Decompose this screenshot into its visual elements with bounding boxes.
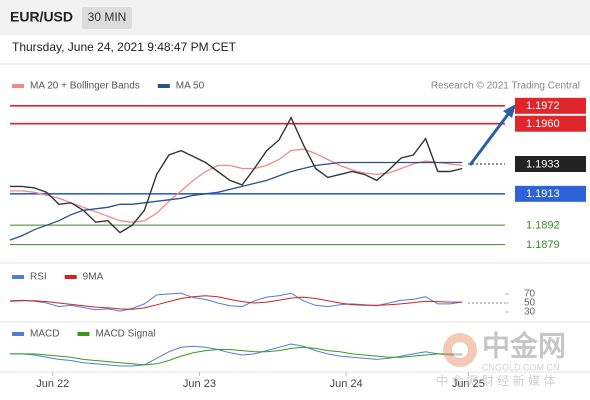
timeframe: 30 MIN xyxy=(88,10,127,24)
legend-label: MA 50 xyxy=(176,81,205,92)
symbol: EUR/USD xyxy=(10,9,73,25)
legend-swatch xyxy=(77,332,90,336)
level-label-box xyxy=(515,185,586,202)
legend-swatch xyxy=(12,275,24,279)
legend-label: RSI xyxy=(30,272,47,283)
level-label: 1.1972 xyxy=(526,100,560,112)
price-line xyxy=(10,116,463,234)
x-tick-label: Jun 22 xyxy=(36,378,69,390)
y-tick-label: 50 xyxy=(524,298,536,309)
y-tick-label: 70 xyxy=(524,289,536,300)
level-label-box xyxy=(515,97,586,114)
series-line xyxy=(10,148,463,223)
x-tick-label: Jun 24 xyxy=(330,378,363,390)
legend-label: 9MA xyxy=(83,272,104,283)
source: Research © 2021 Trading Central xyxy=(431,81,580,92)
watermark-logo-icon xyxy=(452,342,468,358)
level-label-box xyxy=(515,115,586,132)
watermark-tagline: 中 金 网 财 经 新 媒 体 xyxy=(436,373,555,388)
forecast-arrow xyxy=(468,112,511,166)
legend-swatch xyxy=(12,84,24,88)
series-line xyxy=(10,343,463,367)
watermark: 中金网 CNGOLD.COM.CN 中 金 网 财 经 新 媒 体 xyxy=(436,329,566,388)
legend-label: MACD xyxy=(30,329,59,340)
legend-swatch xyxy=(64,275,77,279)
watermark-url: CNGOLD.COM.CN xyxy=(482,362,560,372)
arrow-head xyxy=(503,104,516,118)
series-line xyxy=(9,161,463,241)
legend-label: MACD Signal xyxy=(95,329,155,340)
level-label: 1.1879 xyxy=(526,239,560,251)
series-line xyxy=(9,292,463,312)
y-tick-label: 30 xyxy=(524,307,536,318)
x-tick-label: Jun 25 xyxy=(452,378,485,390)
legend-swatch xyxy=(157,84,170,88)
timeframe-badge xyxy=(82,7,132,29)
x-tick-label: Jun 23 xyxy=(183,378,216,390)
watermark-logo: 中金网 xyxy=(482,329,566,361)
timestamp: Thursday, June 24, 2021 9:48:47 PM CET xyxy=(12,40,237,54)
level-label-box xyxy=(515,156,586,172)
legend-swatch xyxy=(12,332,24,336)
level-label: 1.1892 xyxy=(526,220,560,232)
level-label: 1.1960 xyxy=(526,118,560,130)
series-line xyxy=(9,295,463,310)
series-line xyxy=(10,346,463,366)
level-label: 1.1933 xyxy=(526,158,560,170)
legend-label: MA 20 + Bollinger Bands xyxy=(30,81,140,92)
level-label: 1.1913 xyxy=(526,188,560,200)
